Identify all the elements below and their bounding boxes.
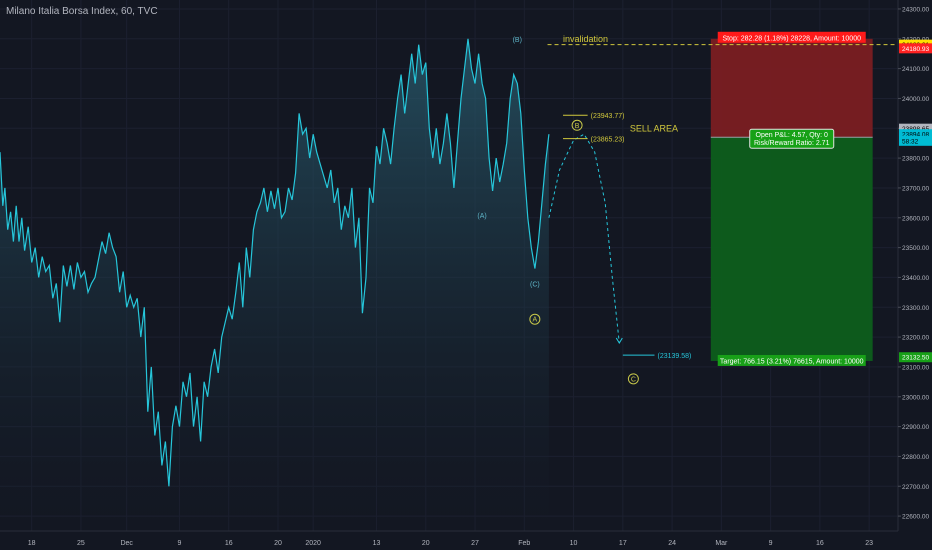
- y-tick-label: 23400.00: [902, 275, 929, 282]
- x-tick-label: 20: [274, 540, 282, 547]
- wave-label-circle: [529, 313, 541, 325]
- x-tick-label: 13: [373, 540, 381, 547]
- x-tick-label: 24: [668, 540, 676, 547]
- price-badge-label: 23132.50: [902, 355, 929, 362]
- pnl-box: [749, 128, 835, 149]
- y-tick-label: 23300.00: [902, 305, 929, 312]
- price-badge: [899, 352, 932, 363]
- drawings: Stop: 282.28 (1.18%) 28228, Amount: 1000…: [477, 31, 898, 385]
- x-tick-label: 9: [769, 540, 773, 547]
- stop-loss-zone: [710, 38, 873, 138]
- price-badge: [899, 43, 932, 54]
- x-tick-label: 23: [865, 540, 873, 547]
- wave-label: B: [575, 123, 580, 130]
- y-tick-label: 24300.00: [902, 6, 929, 13]
- time-axis: 18 25 Dec 9 16 20 2020 13 20 27 Feb 10 17 24 Mar 9 16 23: [0, 530, 932, 550]
- y-tick-label: 24100.00: [902, 66, 929, 73]
- x-tick-label: Mar: [715, 540, 728, 547]
- x-tick-label: 18: [28, 540, 36, 547]
- price-badge-label: 24180.93: [902, 46, 929, 53]
- x-tick-label: 10: [570, 540, 578, 547]
- wave-label: C: [631, 376, 636, 383]
- y-tick-label: 23000.00: [902, 394, 929, 401]
- price-axis-bg: [898, 0, 932, 550]
- level-label: (23139.58): [657, 353, 691, 360]
- y-tick-label: 23200.00: [902, 335, 929, 342]
- y-tick-label: 22900.00: [902, 424, 929, 431]
- price-badge: [899, 129, 932, 140]
- take-profit-zone: [710, 137, 873, 361]
- wave-label: (A): [477, 213, 486, 220]
- price-badge-label: 58:32: [902, 138, 919, 145]
- projection-arrow: [615, 337, 623, 345]
- wave-label: (B): [513, 37, 522, 44]
- y-tick-label: 23600.00: [902, 215, 929, 222]
- price-badge-label: 23894.08: [902, 132, 929, 139]
- wave-label-circle: [571, 119, 583, 131]
- x-tick-label: 2020: [305, 540, 321, 547]
- y-tick-label: 24000.00: [902, 96, 929, 103]
- annotation-text: invalidation: [563, 34, 608, 44]
- y-tick-label: 23100.00: [902, 364, 929, 371]
- chart-title: Milano Italia Borsa Index, 60, TVC: [6, 6, 158, 17]
- y-tick-label: 22600.00: [902, 514, 929, 521]
- annotation-text: SELL AREA: [630, 123, 678, 133]
- price-area-fill: [0, 38, 549, 532]
- x-tick-label: 25: [77, 540, 85, 547]
- price-badge: [899, 123, 932, 134]
- risk-reward-label: Risk/Reward Ratio: 2.71: [754, 140, 830, 147]
- x-tick-label: 9: [178, 540, 182, 547]
- plot-area: [0, 38, 550, 532]
- y-tick-label: 22700.00: [902, 484, 929, 491]
- price-badge: [899, 135, 932, 146]
- level-label: (23943.77): [591, 113, 625, 120]
- pnl-label: Open P&L: 4.57, Qty: 0: [756, 132, 828, 139]
- target-label-box: [717, 354, 866, 366]
- price-axis: 22600.00 22700.00 22800.00 22900.00 23000.00…: [897, 0, 932, 550]
- stop-label-box: [717, 31, 866, 43]
- wave-label: (C): [530, 281, 540, 288]
- x-tick-label: 17: [619, 540, 627, 547]
- x-tick-label: Dec: [120, 540, 133, 547]
- target-label: Target: 766.15 (3.21%) 76615, Amount: 10…: [720, 358, 864, 365]
- y-tick-label: 23500.00: [902, 245, 929, 252]
- x-tick-label: 16: [816, 540, 824, 547]
- y-tick-label: 23800.00: [902, 156, 929, 163]
- y-tick-label: 22800.00: [902, 454, 929, 461]
- projection-path: [548, 133, 620, 344]
- wave-label: A: [533, 317, 538, 324]
- price-line: [0, 38, 550, 487]
- time-axis-bg: [0, 531, 932, 550]
- x-tick-label: 20: [422, 540, 430, 547]
- x-tick-label: Feb: [518, 540, 530, 547]
- y-tick-label: 23700.00: [902, 185, 929, 192]
- level-label: (23865.23): [591, 137, 625, 144]
- x-tick-label: 27: [471, 540, 479, 547]
- wave-label-circle: [627, 373, 639, 385]
- stop-label: Stop: 282.28 (1.18%) 28228, Amount: 1000…: [722, 35, 861, 42]
- x-tick-label: 16: [225, 540, 233, 547]
